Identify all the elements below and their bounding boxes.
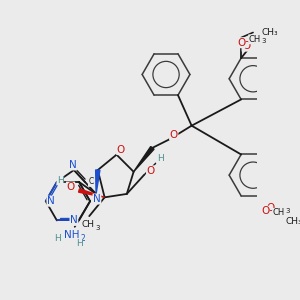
Text: CH: CH (249, 35, 261, 44)
Text: 2: 2 (81, 234, 86, 243)
Text: N: N (69, 160, 77, 170)
Text: H: H (76, 239, 82, 248)
Text: CH: CH (81, 220, 94, 229)
Text: H: H (157, 154, 164, 164)
Text: H: H (54, 234, 61, 243)
Text: 3: 3 (285, 208, 290, 214)
Text: CH₃: CH₃ (262, 28, 278, 37)
Text: CH: CH (272, 208, 285, 217)
Polygon shape (134, 146, 154, 172)
Text: O: O (237, 38, 245, 48)
Text: N: N (47, 196, 55, 206)
Text: N: N (93, 194, 101, 204)
Text: O: O (117, 145, 125, 154)
Text: CH₃: CH₃ (286, 217, 300, 226)
Text: O: O (261, 206, 269, 216)
Polygon shape (96, 170, 100, 194)
Text: C: C (88, 178, 94, 187)
Text: O: O (66, 182, 75, 192)
Text: 3: 3 (261, 38, 266, 44)
Text: H: H (57, 176, 64, 185)
Text: N: N (70, 215, 78, 225)
Text: 3: 3 (95, 225, 100, 231)
Text: O: O (169, 130, 178, 140)
Text: NH: NH (64, 230, 79, 240)
Text: O: O (242, 41, 250, 51)
Polygon shape (79, 189, 105, 197)
Text: O: O (266, 203, 274, 213)
Text: O: O (147, 166, 155, 176)
